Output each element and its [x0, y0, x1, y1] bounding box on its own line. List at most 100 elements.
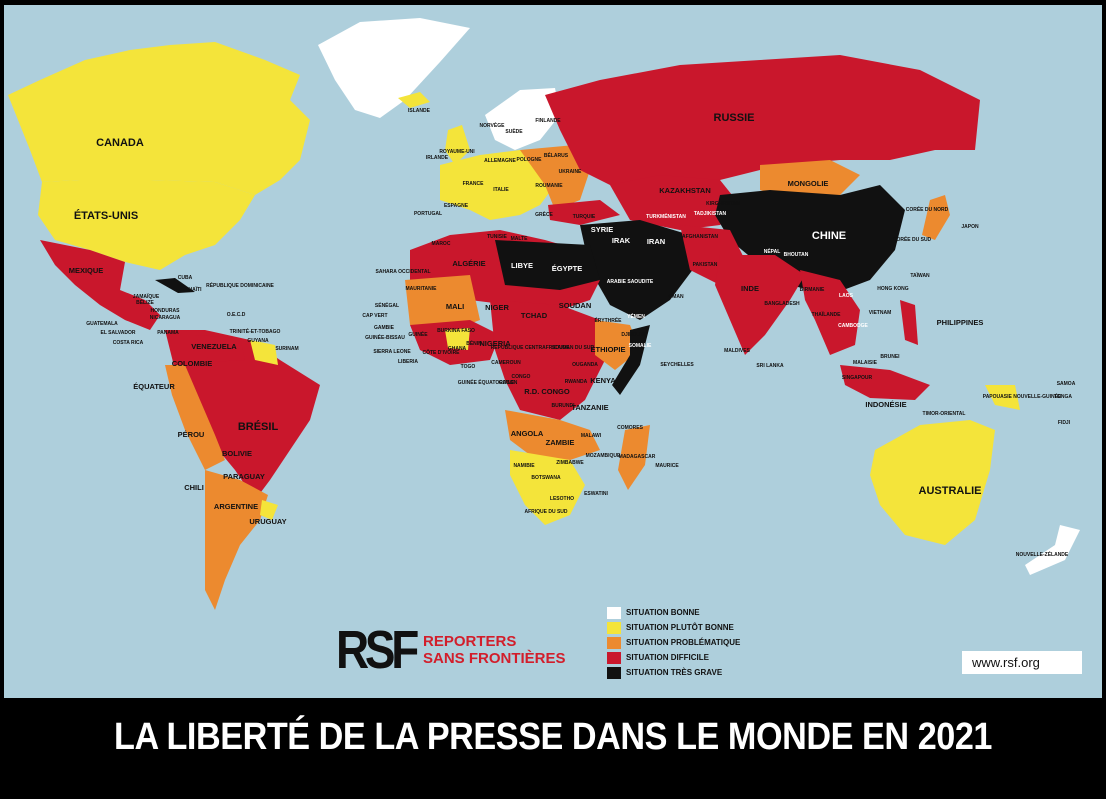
- legend-label: SITUATION PLUTÔT BONNE: [626, 623, 734, 632]
- label-mauritanie: MAURITANIE: [405, 286, 437, 292]
- label-comores: COMORES: [617, 425, 644, 431]
- label-seychelles: SEYCHELLES: [660, 362, 694, 368]
- region-usa: [38, 180, 255, 270]
- label-irak: IRAK: [612, 236, 631, 245]
- label-brunei: BRUNEI: [880, 354, 900, 360]
- legend-label: SITUATION BONNE: [626, 608, 700, 617]
- region-southern-africa: [510, 450, 585, 525]
- region-iceland: [398, 92, 430, 108]
- region-middle-east: [580, 220, 700, 320]
- label-cameroun: CAMEROUN: [491, 360, 521, 366]
- label-espagne: ESPAGNE: [444, 203, 469, 209]
- label-colombie: COLOMBIE: [172, 359, 212, 368]
- legend-label: SITUATION TRÈS GRAVE: [626, 668, 723, 677]
- region-uk: [445, 125, 470, 165]
- country-labels: CANADA ÉTATS-UNIS MEXIQUE CUBA HAÏTI RÉP…: [69, 108, 1076, 558]
- legend-swatch: [606, 620, 622, 635]
- label-mexique: MEXIQUE: [69, 266, 104, 275]
- label-samoa: SAMOA: [1057, 381, 1076, 387]
- label-taiwan: TAÏWAN: [910, 272, 930, 279]
- label-inde: INDE: [741, 284, 759, 293]
- label-nz: NOUVELLE-ZÉLANDE: [1016, 550, 1069, 558]
- label-philippines: PHILIPPINES: [937, 318, 984, 327]
- label-norvege: NORVÈGE: [480, 121, 506, 129]
- legend-row: SITUATION DIFFICILE: [606, 650, 740, 665]
- label-equateur: ÉQUATEUR: [133, 382, 175, 391]
- region-mongolia: [760, 160, 860, 200]
- label-angola: ANGOLA: [511, 429, 544, 438]
- rsf-logo: RSF REPORTERS SANS FRONTIÈRES: [336, 622, 566, 678]
- label-coree-nord: CORÉE DU NORD: [906, 205, 949, 213]
- label-turkmenistan: TURKMÉNISTAN: [646, 212, 686, 220]
- label-tchad: TCHAD: [521, 311, 548, 320]
- label-sierra-leone: SIERRA LEONE: [373, 349, 411, 355]
- label-oecd: O.E.C.D: [227, 312, 246, 318]
- region-greenland: [318, 18, 470, 118]
- region-canada: [8, 42, 310, 195]
- label-sahara: SAHARA OCCIDENTAL: [376, 269, 431, 275]
- legend-swatch: [606, 605, 622, 620]
- label-cuba: CUBA: [178, 275, 193, 281]
- label-maurice: MAURICE: [655, 463, 679, 469]
- region-central-asia: [610, 175, 740, 230]
- label-botswana: BOTSWANA: [531, 475, 561, 481]
- label-arabie: ARABIE SAOUDITE: [607, 279, 654, 285]
- label-guinee-eq: GUINÉE ÉQUATORIALE: [458, 378, 515, 386]
- label-gambie: GAMBIE: [374, 325, 395, 331]
- label-yemen: YÉMEN: [627, 312, 645, 320]
- region-russia: [545, 55, 980, 190]
- label-turquie: TURQUIE: [573, 214, 596, 220]
- label-fidji: FIDJI: [1058, 420, 1071, 426]
- region-australia: [870, 420, 995, 545]
- label-senegal: SÉNÉGAL: [375, 301, 399, 309]
- region-equateur-perou: [165, 365, 225, 470]
- url-text[interactable]: www.rsf.org: [972, 655, 1040, 670]
- label-afrique-sud: AFRIQUE DU SUD: [524, 509, 567, 515]
- label-belarus: BÉLARUS: [544, 151, 569, 159]
- label-burkina: BURKINA FASO: [437, 328, 475, 334]
- label-madagascar: MADAGASCAR: [619, 454, 656, 460]
- region-south-america-red: [165, 330, 320, 500]
- label-nigeria: NIGERIA: [479, 339, 511, 348]
- region-somalia: [612, 325, 650, 395]
- legend-row: SITUATION BONNE: [606, 605, 740, 620]
- label-laos: LAOS: [839, 293, 854, 299]
- region-indonesia: [840, 365, 930, 400]
- region-china: [715, 185, 905, 295]
- label-kenya: KENYA: [590, 376, 616, 385]
- label-birmanie: BIRMANIE: [800, 287, 825, 293]
- label-canada: CANADA: [96, 137, 144, 149]
- region-central-africa: [490, 300, 605, 420]
- label-cambodge: CAMBODGE: [838, 323, 868, 329]
- label-kirghizstan: KIRGHIZSTAN: [706, 201, 740, 207]
- label-burundi: BURUNDI: [551, 403, 575, 409]
- label-oman: OMAN: [668, 294, 684, 300]
- label-cote-ivoire: CÔTE D'IVOIRE: [422, 348, 460, 356]
- label-ukraine: UKRAINE: [559, 169, 582, 175]
- legend: SITUATION BONNE SITUATION PLUTÔT BONNE SIT…: [606, 605, 740, 680]
- label-singapour: SINGAPOUR: [842, 375, 873, 381]
- label-hong-kong: HONG KONG: [877, 286, 909, 292]
- label-pologne: POLOGNE: [516, 157, 542, 163]
- title-bar: LA LIBERTÉ DE LA PRESSE DANS LE MONDE EN…: [0, 698, 1106, 799]
- label-namibie: NAMIBIE: [513, 463, 535, 469]
- region-scandinavia: [485, 88, 560, 150]
- label-erythree: ÉRYTHRÉE: [594, 316, 622, 324]
- label-pakistan: PAKISTAN: [693, 262, 718, 268]
- region-uruguay: [260, 500, 278, 520]
- label-bhoutan: BHOUTAN: [784, 252, 809, 258]
- label-argentine: ARGENTINE: [214, 502, 258, 511]
- label-bresil: BRÉSIL: [238, 420, 279, 433]
- label-costa-rica: COSTA RICA: [113, 340, 144, 346]
- page-title: LA LIBERTÉ DE LA PRESSE DANS LE MONDE EN…: [114, 716, 992, 758]
- label-coree-sud: CORÉE DU SUD: [893, 235, 932, 243]
- label-mozambique: MOZAMBIQUE: [586, 453, 621, 459]
- label-papouasie: PAPOUASIE NOUVELLE-GUINÉE: [983, 392, 1062, 400]
- label-vietnam: VIETNAM: [869, 310, 892, 316]
- label-malte: MALTE: [511, 236, 529, 242]
- region-japan: [922, 195, 950, 240]
- label-lesotho: LESOTHO: [550, 496, 574, 502]
- region-burkina: [445, 328, 470, 350]
- label-somalie: SOMALIE: [629, 343, 652, 349]
